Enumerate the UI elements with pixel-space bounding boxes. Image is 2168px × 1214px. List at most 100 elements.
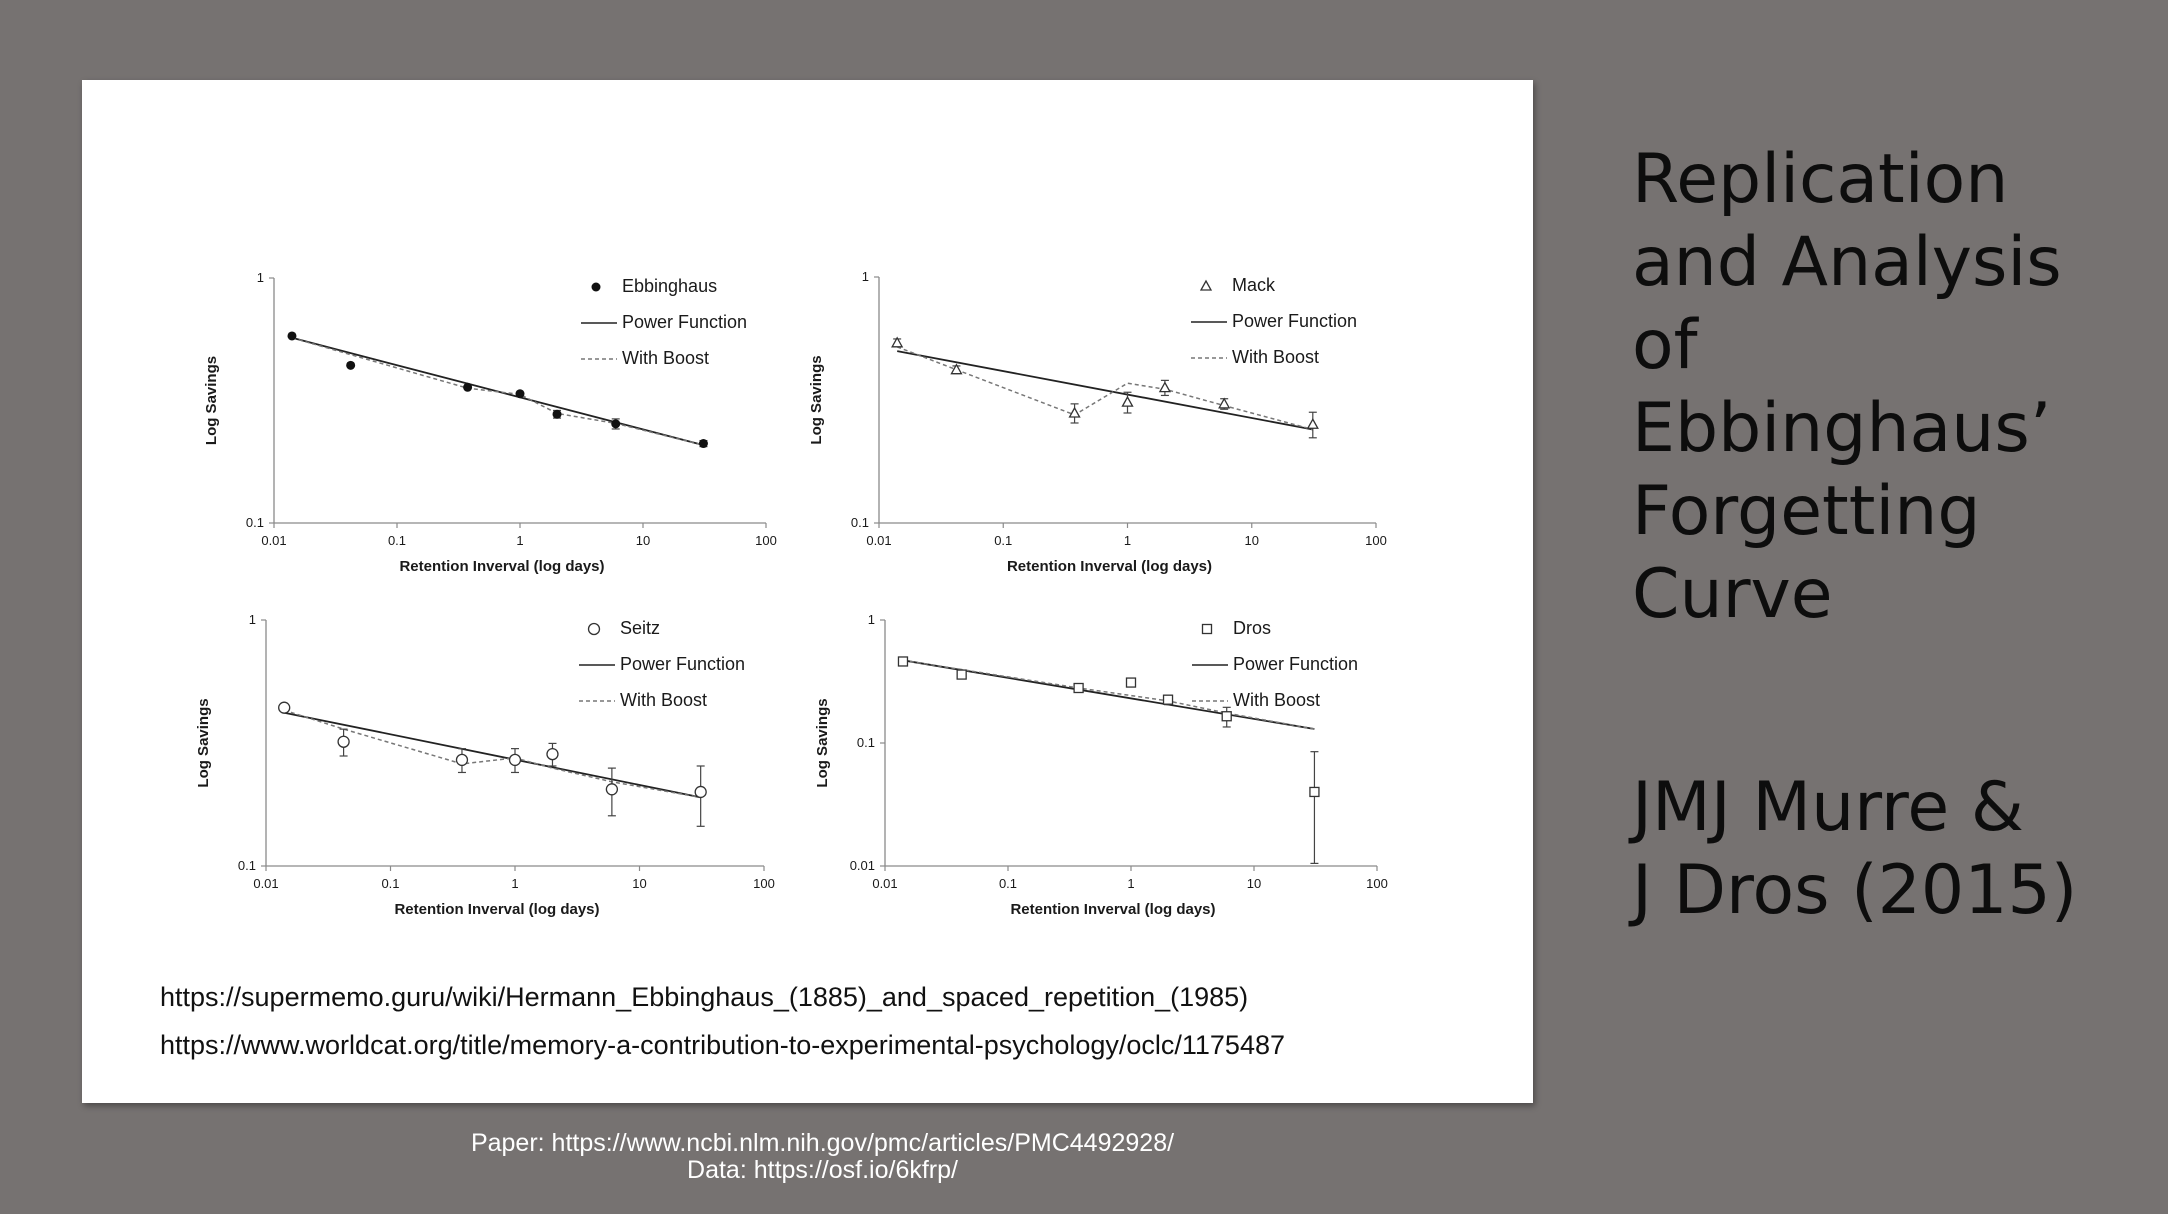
legend-label: With Boost	[620, 690, 707, 710]
footer-paper-link[interactable]: Paper: https://www.ncbi.nlm.nih.gov/pmc/…	[470, 1129, 1175, 1157]
data-point	[515, 389, 525, 399]
y-tick-label: 0.1	[238, 858, 256, 873]
legend-marker	[1201, 623, 1213, 635]
title-line: Replication	[1632, 140, 2009, 219]
power-function-line	[284, 711, 701, 799]
title-line: Ebbinghaus’	[1632, 389, 2052, 468]
data-point	[891, 336, 904, 348]
figure-panel: 0.01 0.1 1 10 100 0.1 1 Retention Inverval (log…	[82, 80, 1533, 1103]
x-tick-label: 1	[1127, 876, 1134, 891]
legend-label: Power Function	[1232, 311, 1357, 331]
data-point	[1158, 381, 1172, 393]
title-line: Curve	[1632, 555, 1833, 634]
data-point	[1121, 395, 1134, 407]
x-tick-label: 0.1	[381, 876, 399, 891]
x-tick-label: 1	[516, 533, 523, 548]
y-tick-label: 0.1	[246, 515, 264, 530]
y-tick-label: 1	[257, 270, 264, 285]
data-point	[546, 747, 559, 761]
x-tick-label: 0.1	[999, 876, 1017, 891]
with-boost-line	[291, 337, 704, 446]
y-axis-title: Log Savings	[808, 355, 825, 444]
data-point	[611, 419, 621, 429]
y-tick-label: 1	[862, 269, 869, 284]
data-point	[346, 360, 356, 370]
charts-figure: 0.01 0.1 1 10 100 0.1 1 Retention Inverval (log…	[195, 269, 1388, 918]
y-tick-label: 0.01	[850, 858, 875, 873]
legend-label: Power Function	[622, 312, 747, 332]
power-function-line	[897, 350, 1313, 431]
title-line: and Analysis	[1632, 223, 2062, 302]
legend-label: Mack	[1232, 275, 1276, 295]
x-tick-label: 10	[1247, 876, 1261, 891]
chart-2: 0.01 0.1 1 10 100 0.1 1 Retention Inverval (log…	[808, 269, 1387, 575]
data-point	[950, 363, 963, 375]
x-tick-label: 100	[1366, 876, 1388, 891]
data-point	[1162, 694, 1174, 705]
legend-label: Ebbinghaus	[622, 276, 717, 296]
data-point	[1073, 682, 1084, 694]
author-line: JMJ Murre &	[1632, 768, 2024, 847]
data-point	[1218, 397, 1231, 409]
x-tick-label: 100	[753, 876, 775, 891]
y-axis-title: Log Savings	[203, 356, 220, 445]
x-tick-label: 0.1	[388, 533, 406, 548]
legend-marker	[591, 282, 601, 292]
y-tick-label: 0.1	[851, 515, 869, 530]
data-point	[508, 753, 522, 767]
title-line: Forgetting	[1632, 472, 1981, 551]
x-axis-title: Retention Inverval (log days)	[399, 558, 604, 575]
data-point	[1125, 677, 1137, 688]
x-tick-label: 0.1	[994, 533, 1012, 548]
legend-label: Power Function	[1233, 654, 1358, 674]
title-line: of	[1632, 306, 1698, 385]
legend-marker	[1199, 279, 1213, 291]
data-point	[278, 701, 291, 714]
x-tick-label: 10	[632, 876, 646, 891]
legend-label: With Boost	[1232, 347, 1319, 367]
data-point	[1221, 711, 1232, 722]
x-tick-label: 0.01	[866, 533, 891, 548]
data-point	[455, 753, 469, 767]
chart-3: 0.01 0.1 1 10 100 0.1 1 Retention Inverval (log…	[195, 612, 775, 918]
x-tick-label: 0.01	[261, 533, 286, 548]
x-axis-title: Retention Inverval (log days)	[1010, 901, 1215, 918]
x-tick-label: 10	[1245, 533, 1259, 548]
legend-marker	[587, 622, 601, 636]
x-tick-label: 1	[1124, 533, 1131, 548]
y-tick-label: 1	[249, 612, 256, 627]
footer-data-link[interactable]: Data: https://osf.io/6kfrp/	[687, 1156, 958, 1184]
x-tick-label: 100	[1365, 533, 1387, 548]
data-point	[1309, 786, 1320, 798]
y-axis-title: Log Savings	[814, 698, 831, 787]
x-axis-title: Retention Inverval (log days)	[1007, 558, 1212, 575]
y-tick-label: 0.1	[857, 735, 875, 750]
x-tick-label: 10	[636, 533, 650, 548]
slide-authors: JMJ Murre & J Dros (2015)	[1632, 766, 2152, 932]
chart-4: 0.01 0.1 1 10 100 0.01 0.1 1 Retention Inverval …	[814, 612, 1388, 918]
data-point	[337, 735, 350, 748]
x-axis-title: Retention Inverval (log days)	[394, 901, 599, 918]
data-point	[463, 382, 473, 392]
x-tick-label: 1	[511, 876, 518, 891]
data-point	[552, 409, 562, 419]
x-tick-label: 0.01	[253, 876, 278, 891]
legend-label: Power Function	[620, 654, 745, 674]
slide-title: Replication and Analysis of Ebbinghaus’ …	[1632, 138, 2152, 636]
legend-label: With Boost	[1233, 690, 1320, 710]
chart-1: 0.01 0.1 1 10 100 0.1 1 Retention Inverval (log…	[203, 270, 777, 575]
legend-label: Seitz	[620, 618, 660, 638]
y-tick-label: 1	[868, 612, 875, 627]
y-axis-title: Log Savings	[195, 698, 212, 787]
data-point	[1306, 417, 1319, 429]
author-line: J Dros (2015)	[1632, 851, 2078, 930]
x-tick-label: 100	[755, 533, 777, 548]
data-point	[1068, 406, 1081, 418]
data-point	[956, 669, 967, 680]
link-supermemo[interactable]: https://supermemo.guru/wiki/Hermann_Ebbi…	[160, 982, 1249, 1012]
link-worldcat[interactable]: https://www.worldcat.org/title/memory-a-…	[160, 1030, 1285, 1060]
data-point	[605, 783, 619, 796]
data-point	[698, 439, 708, 449]
data-point	[694, 785, 707, 799]
power-function-line	[902, 659, 1315, 730]
